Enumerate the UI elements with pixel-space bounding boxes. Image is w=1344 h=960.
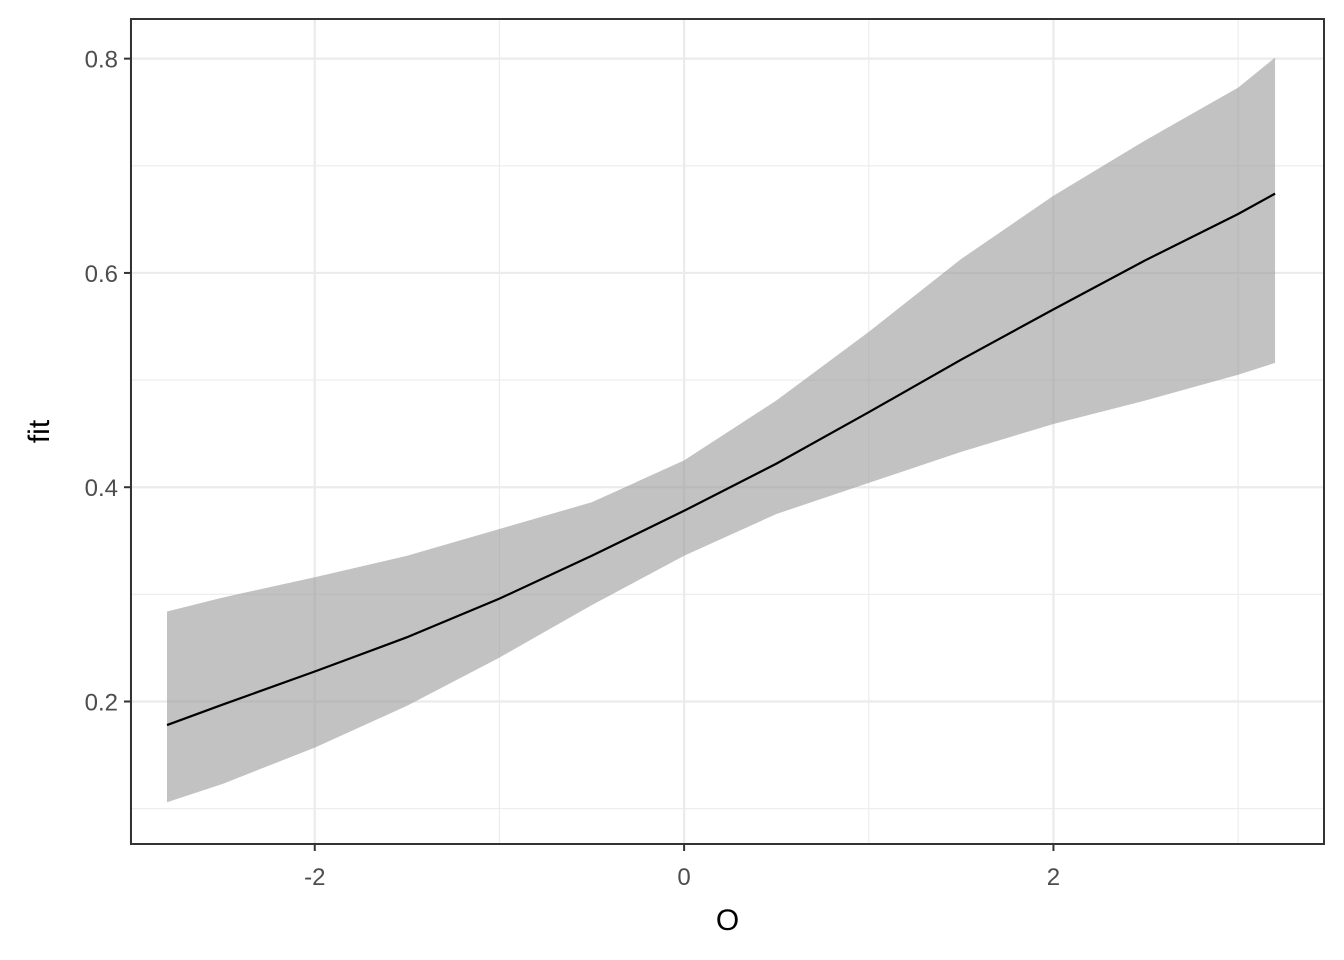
x-axis-ticks: -2 0 2 bbox=[304, 844, 1060, 891]
y-tick-label: 0.2 bbox=[85, 690, 118, 717]
y-axis-ticks: 0.2 0.4 0.6 0.8 bbox=[85, 47, 131, 717]
x-tick-label: -2 bbox=[304, 864, 325, 891]
y-tick-label: 0.8 bbox=[85, 47, 118, 74]
confidence-band bbox=[167, 57, 1276, 803]
fit-line bbox=[166, 192, 1276, 727]
y-tick-label: 0.6 bbox=[85, 261, 118, 288]
series-layer bbox=[166, 57, 1276, 803]
x-tick-label: 2 bbox=[1047, 864, 1060, 891]
y-tick-label: 0.4 bbox=[85, 475, 118, 502]
panel-border bbox=[130, 18, 1325, 845]
x-axis-title: O bbox=[716, 904, 739, 937]
x-tick-label: 0 bbox=[677, 864, 690, 891]
y-axis-title: fit bbox=[23, 419, 56, 443]
